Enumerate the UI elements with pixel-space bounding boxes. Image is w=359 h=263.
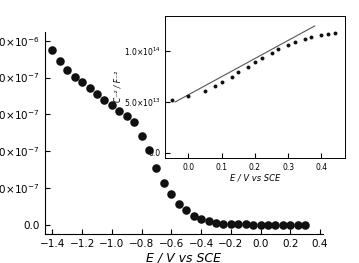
Point	[220, 221, 226, 226]
Point	[116, 109, 122, 113]
Point	[332, 31, 337, 35]
Point	[79, 80, 85, 84]
Point	[288, 223, 293, 227]
Point	[265, 223, 271, 227]
Point	[50, 48, 55, 52]
Point	[236, 69, 241, 74]
Point	[250, 222, 256, 227]
Point	[109, 103, 115, 107]
Point	[213, 221, 219, 225]
Point	[302, 37, 308, 41]
Point	[259, 56, 265, 60]
Point	[212, 84, 218, 88]
Point	[285, 43, 291, 47]
Point	[198, 217, 204, 221]
Point	[202, 89, 208, 93]
Point	[308, 35, 314, 39]
Point	[318, 33, 324, 37]
Point	[146, 148, 152, 152]
Point	[124, 114, 130, 118]
Point	[229, 74, 234, 79]
Point	[169, 98, 175, 103]
Point	[186, 94, 191, 99]
Point	[228, 222, 234, 226]
Point	[292, 40, 298, 44]
X-axis label: E / V vs SCE: E / V vs SCE	[230, 173, 280, 182]
Point	[154, 166, 159, 170]
Point	[272, 223, 278, 227]
Point	[131, 120, 137, 124]
Point	[206, 219, 211, 223]
Point	[269, 51, 274, 55]
Point	[243, 222, 248, 227]
Point	[191, 214, 196, 218]
Point	[252, 60, 258, 64]
Point	[139, 134, 144, 138]
Point	[72, 75, 78, 79]
Point	[302, 223, 308, 227]
Point	[325, 32, 331, 36]
X-axis label: E / V vs SCE: E / V vs SCE	[146, 252, 222, 263]
Point	[280, 223, 286, 227]
Point	[236, 222, 241, 226]
Point	[183, 208, 189, 212]
Point	[219, 80, 224, 84]
Point	[275, 47, 281, 51]
Point	[57, 59, 62, 63]
Point	[258, 223, 264, 227]
Point	[64, 68, 70, 72]
Point	[176, 201, 182, 206]
Point	[94, 92, 100, 96]
Point	[102, 98, 107, 102]
Point	[168, 191, 174, 196]
Point	[161, 180, 167, 185]
Y-axis label: C⁻² / F⁻²: C⁻² / F⁻²	[113, 71, 122, 102]
Point	[245, 64, 251, 69]
Point	[295, 223, 301, 227]
Point	[87, 86, 92, 90]
